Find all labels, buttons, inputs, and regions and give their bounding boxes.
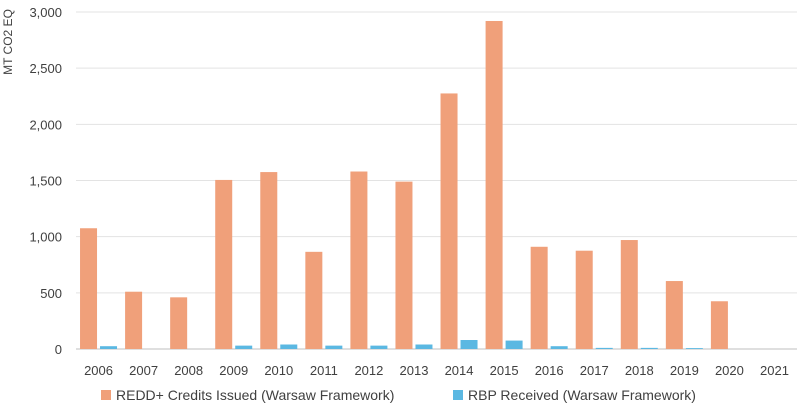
x-tick-label: 2008 — [174, 363, 203, 378]
bar-rbp-received — [640, 347, 658, 349]
bar-rbp-received — [325, 345, 343, 349]
y-tick-label: 1,000 — [29, 230, 62, 245]
bar-redd-credits — [620, 240, 638, 349]
x-tick-label: 2019 — [670, 363, 699, 378]
legend-swatch — [453, 390, 463, 400]
bar-redd-credits — [440, 93, 458, 349]
y-axis-title: MT CO2 EQ — [1, 9, 15, 75]
bar-rbp-received — [685, 348, 703, 349]
bar-redd-credits — [125, 291, 143, 349]
bar-rbp-received — [100, 346, 118, 349]
y-tick-label: 2,500 — [29, 61, 62, 76]
x-tick-label: 2012 — [354, 363, 383, 378]
y-tick-label: 0 — [55, 342, 62, 357]
bar-redd-credits — [395, 181, 413, 349]
x-tick-label: 2015 — [490, 363, 519, 378]
bar-redd-credits — [80, 228, 98, 349]
legend: REDD+ Credits Issued (Warsaw Framework) R… — [101, 387, 696, 403]
x-tick-label: 2016 — [535, 363, 564, 378]
bar-redd-credits — [350, 171, 368, 349]
bar-rbp-received — [415, 344, 433, 349]
bar-redd-credits — [575, 250, 593, 349]
bar-rbp-received — [280, 344, 298, 349]
y-tick-label: 1,500 — [29, 174, 62, 189]
bar-rbp-received — [505, 340, 523, 349]
bar-rbp-received — [370, 345, 388, 349]
bar-rbp-received — [595, 347, 613, 349]
x-tick-label: 2021 — [760, 363, 789, 378]
x-axis: 2006 2007 2008 2009 2010 2011 2012 2013 2014 2015… — [84, 363, 789, 378]
x-tick-label: 2013 — [400, 363, 429, 378]
legend-swatch — [101, 390, 111, 400]
y-axis: 0 500 1,000 1,500 2,000 2,500 3,000 — [29, 5, 62, 357]
x-tick-label: 2017 — [580, 363, 609, 378]
x-tick-label: 2006 — [84, 363, 113, 378]
x-tick-label: 2007 — [129, 363, 158, 378]
x-tick-label: 2018 — [625, 363, 654, 378]
x-tick-label: 2011 — [310, 363, 338, 378]
bar-redd-credits — [710, 301, 728, 349]
bars — [80, 20, 728, 350]
bar-rbp-received — [460, 340, 478, 349]
y-tick-label: 500 — [40, 286, 62, 301]
legend-label: RBP Received (Warsaw Framework) — [468, 387, 696, 403]
bar-redd-credits — [305, 251, 323, 349]
x-tick-label: 2009 — [219, 363, 248, 378]
x-tick-label: 2014 — [445, 363, 474, 378]
bar-redd-credits — [530, 246, 548, 349]
x-tick-label: 2010 — [264, 363, 293, 378]
bar-redd-credits — [260, 172, 278, 349]
gridlines — [76, 11, 797, 350]
bar-rbp-received — [235, 345, 253, 349]
bar-redd-credits — [215, 179, 233, 349]
y-tick-label: 3,000 — [29, 5, 62, 20]
legend-label: REDD+ Credits Issued (Warsaw Framework) — [116, 387, 394, 403]
bar-redd-credits — [170, 297, 188, 349]
bar-redd-credits — [665, 281, 683, 349]
bar-rbp-received — [550, 346, 568, 349]
bar-redd-credits — [485, 20, 503, 350]
y-tick-label: 2,000 — [29, 117, 62, 132]
x-tick-label: 2020 — [715, 363, 744, 378]
